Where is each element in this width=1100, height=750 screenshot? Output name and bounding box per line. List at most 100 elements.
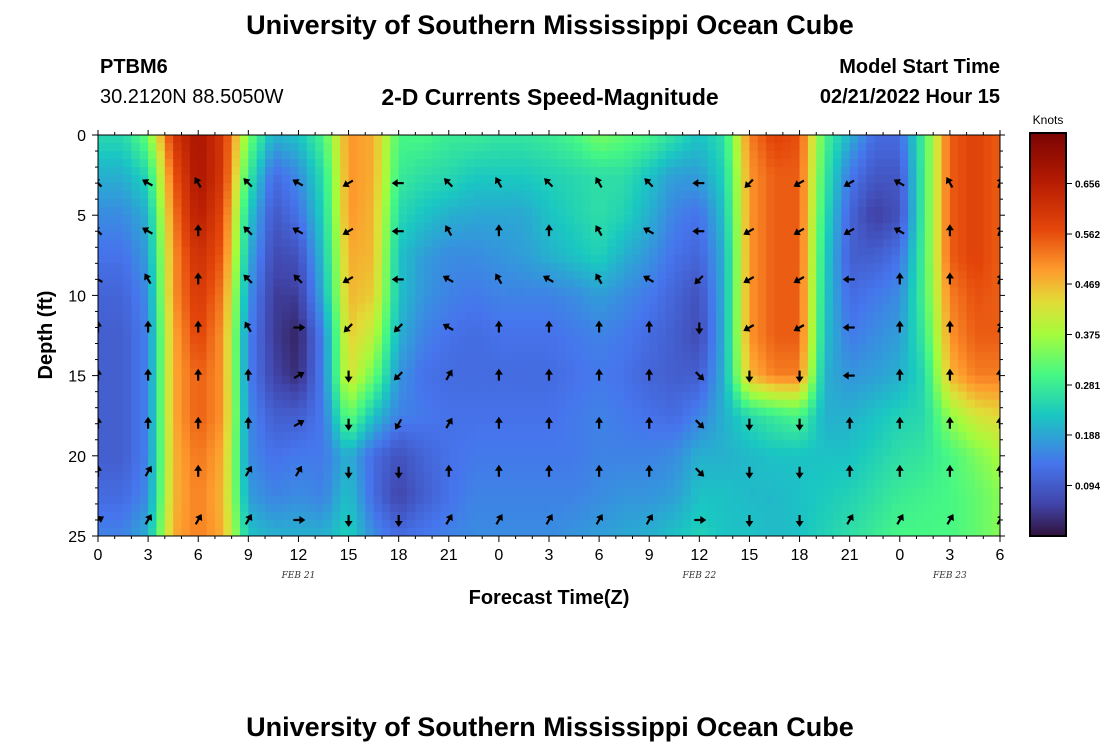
heatmap-cell (916, 279, 926, 288)
heatmap-cell (173, 495, 183, 505)
heatmap-cell (749, 151, 759, 160)
heatmap-cell (365, 487, 375, 497)
heatmap-cell (281, 279, 291, 288)
heatmap-cell (674, 295, 684, 305)
heatmap-cell (123, 487, 133, 497)
heatmap-cell (924, 391, 934, 401)
heatmap-cell (173, 167, 183, 176)
heatmap-cell (724, 335, 734, 345)
heatmap-cell (340, 151, 350, 160)
heatmap-cell (106, 503, 116, 513)
heatmap-cell (340, 175, 350, 184)
heatmap-cell (624, 319, 634, 329)
heatmap-cell (173, 159, 183, 168)
heatmap-cell (565, 359, 575, 369)
heatmap-cell (640, 511, 650, 521)
heatmap-cell (181, 159, 191, 168)
heatmap-cell (365, 383, 375, 393)
heatmap-cell (214, 495, 224, 505)
heatmap-cell (173, 375, 183, 385)
heatmap-cell (298, 471, 308, 481)
heatmap-cell (381, 287, 391, 296)
heatmap-cell (690, 455, 700, 465)
heatmap-cell (540, 503, 550, 513)
heatmap-cell (749, 199, 759, 208)
heatmap-cell (381, 223, 391, 232)
heatmap-cell (273, 255, 283, 264)
heatmap-cell (716, 287, 725, 296)
heatmap-cell (398, 175, 408, 184)
heatmap-cell (607, 359, 617, 369)
heatmap-cell (841, 479, 851, 489)
heatmap-cell (874, 367, 884, 377)
heatmap-cell (189, 183, 199, 192)
heatmap-cell (198, 407, 208, 417)
heatmap-cell (448, 455, 458, 465)
heatmap-cell (448, 471, 458, 481)
heatmap-cell (306, 447, 316, 457)
heatmap-cell (365, 231, 375, 240)
heatmap-cell (181, 143, 191, 152)
heatmap-cell (824, 135, 834, 144)
heatmap-cell (239, 367, 249, 377)
heatmap-cell (306, 279, 316, 288)
heatmap-cell (440, 383, 450, 393)
heatmap-cell (757, 319, 767, 329)
heatmap-cell (373, 151, 383, 160)
heatmap-cell (649, 335, 659, 345)
heatmap-cell (423, 495, 433, 505)
heatmap-cell (690, 407, 700, 417)
heatmap-cell (398, 511, 408, 521)
heatmap-cell (340, 207, 350, 216)
heatmap-cell (348, 527, 358, 536)
heatmap-cell (298, 359, 308, 369)
heatmap-cell (607, 223, 617, 232)
heatmap-cell (173, 327, 183, 337)
heatmap-cell (799, 271, 809, 280)
heatmap-cell (532, 439, 542, 449)
heatmap-cell (214, 527, 224, 536)
heatmap-cell (732, 199, 742, 208)
heatmap-cell (523, 335, 533, 345)
heatmap-cell (198, 399, 208, 409)
heatmap-cell (565, 167, 575, 176)
heatmap-cell (874, 423, 884, 433)
heatmap-cell (716, 183, 725, 192)
heatmap-cell (724, 279, 734, 288)
heatmap-cell (231, 183, 241, 192)
heatmap-cell (323, 407, 333, 417)
heatmap-cell (632, 175, 642, 184)
heatmap-cell (381, 191, 391, 200)
heatmap-cell (465, 135, 475, 144)
heatmap-cell (298, 143, 308, 152)
heatmap-cell (699, 511, 709, 521)
heatmap-cell (774, 239, 784, 248)
heatmap-cell (590, 303, 600, 313)
heatmap-cell (415, 335, 425, 345)
heatmap-cell (432, 303, 442, 313)
heatmap-cell (657, 199, 667, 208)
heatmap-cell (707, 431, 717, 441)
heatmap-cell (682, 423, 692, 433)
heatmap-cell (532, 263, 542, 272)
heatmap-cell (398, 527, 408, 536)
heatmap-cell (181, 279, 191, 288)
heatmap-cell (331, 391, 341, 401)
heatmap-cell (356, 415, 366, 425)
heatmap-cell (365, 423, 375, 433)
heatmap-cell (732, 343, 742, 353)
heatmap-cell (766, 327, 776, 337)
heatmap-cell (498, 399, 508, 409)
heatmap-cell (298, 255, 308, 264)
heatmap-cell (565, 239, 575, 248)
heatmap-cell (131, 335, 141, 345)
heatmap-cell (807, 327, 817, 337)
heatmap-cell (782, 407, 792, 417)
heatmap-cell (557, 359, 567, 369)
heatmap-cell (866, 503, 876, 513)
heatmap-cell (348, 447, 358, 457)
heatmap-cell (549, 423, 558, 433)
heatmap-cell (306, 231, 316, 240)
heatmap-cell (473, 495, 483, 505)
heatmap-cell (899, 271, 909, 280)
